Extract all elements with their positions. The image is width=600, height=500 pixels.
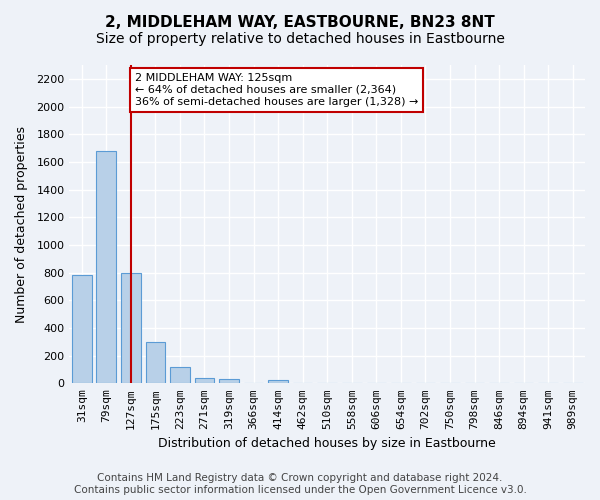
Text: 2, MIDDLEHAM WAY, EASTBOURNE, BN23 8NT: 2, MIDDLEHAM WAY, EASTBOURNE, BN23 8NT — [105, 15, 495, 30]
Bar — [268, 380, 288, 384]
Bar — [170, 368, 190, 384]
Text: Contains HM Land Registry data © Crown copyright and database right 2024.
Contai: Contains HM Land Registry data © Crown c… — [74, 474, 526, 495]
Bar — [72, 276, 92, 384]
Bar — [97, 151, 116, 384]
Bar — [219, 379, 239, 384]
Y-axis label: Number of detached properties: Number of detached properties — [15, 126, 28, 322]
X-axis label: Distribution of detached houses by size in Eastbourne: Distribution of detached houses by size … — [158, 437, 496, 450]
Text: Size of property relative to detached houses in Eastbourne: Size of property relative to detached ho… — [95, 32, 505, 46]
Bar — [194, 378, 214, 384]
Bar — [146, 342, 165, 384]
Bar — [121, 272, 140, 384]
Text: 2 MIDDLEHAM WAY: 125sqm
← 64% of detached houses are smaller (2,364)
36% of semi: 2 MIDDLEHAM WAY: 125sqm ← 64% of detache… — [134, 74, 418, 106]
